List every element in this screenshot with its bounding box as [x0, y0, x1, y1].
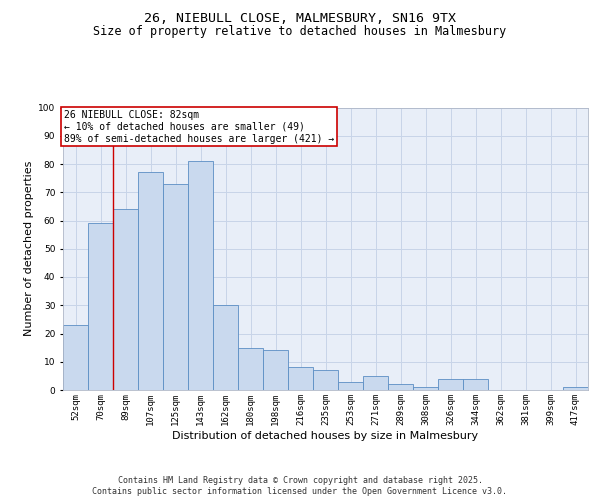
Bar	[263, 350, 288, 390]
Bar	[138, 172, 163, 390]
Bar	[188, 161, 213, 390]
Bar	[463, 378, 488, 390]
Text: 26 NIEBULL CLOSE: 82sqm
← 10% of detached houses are smaller (49)
89% of semi-de: 26 NIEBULL CLOSE: 82sqm ← 10% of detache…	[64, 110, 334, 144]
Y-axis label: Number of detached properties: Number of detached properties	[24, 161, 34, 336]
X-axis label: Distribution of detached houses by size in Malmesbury: Distribution of detached houses by size …	[172, 430, 479, 440]
Bar	[563, 387, 588, 390]
Bar	[338, 382, 363, 390]
Text: 26, NIEBULL CLOSE, MALMESBURY, SN16 9TX: 26, NIEBULL CLOSE, MALMESBURY, SN16 9TX	[144, 12, 456, 26]
Text: Size of property relative to detached houses in Malmesbury: Size of property relative to detached ho…	[94, 25, 506, 38]
Bar	[238, 348, 263, 390]
Bar	[163, 184, 188, 390]
Bar	[113, 209, 138, 390]
Text: Contains public sector information licensed under the Open Government Licence v3: Contains public sector information licen…	[92, 487, 508, 496]
Bar	[288, 368, 313, 390]
Text: Contains HM Land Registry data © Crown copyright and database right 2025.: Contains HM Land Registry data © Crown c…	[118, 476, 482, 485]
Bar	[213, 305, 238, 390]
Bar	[413, 387, 438, 390]
Bar	[63, 325, 88, 390]
Bar	[363, 376, 388, 390]
Bar	[88, 224, 113, 390]
Bar	[313, 370, 338, 390]
Bar	[438, 378, 463, 390]
Bar	[388, 384, 413, 390]
